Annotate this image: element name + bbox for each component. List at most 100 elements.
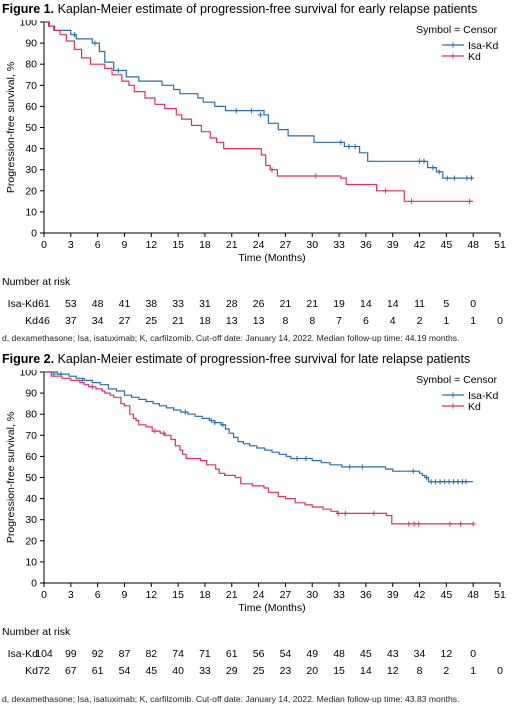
fig1-risk-isa-kd-cell-2: 48 bbox=[92, 298, 104, 310]
fig1-risk-kd-cell-17: 0 bbox=[497, 315, 503, 327]
fig1-risk-isa-kd-cell-5: 33 bbox=[172, 298, 184, 310]
fig2-x-tick-label-12: 12 bbox=[145, 589, 157, 601]
fig2-x-tick-label-9: 9 bbox=[122, 589, 128, 601]
fig2-x-tick-label-15: 15 bbox=[172, 589, 184, 601]
fig1-isa-kd-censor-mark-4 bbox=[248, 108, 255, 114]
fig2-risk-isa-kd-cell-5: 74 bbox=[172, 648, 184, 660]
fig2-x-tick-label-0: 0 bbox=[41, 589, 47, 601]
fig1-risk-row-label-isa-kd: Isa-Kd bbox=[8, 298, 39, 310]
fig1-x-tick-label-39: 39 bbox=[387, 239, 399, 251]
fig1-x-tick-label-42: 42 bbox=[414, 239, 426, 251]
fig2-risk-kd-cell-4: 45 bbox=[145, 665, 157, 677]
fig1-risk-isa-kd-cell-1: 53 bbox=[65, 298, 77, 310]
fig1-y-tick-label-60: 60 bbox=[25, 101, 37, 113]
fig2-x-tick-label-6: 6 bbox=[95, 589, 101, 601]
fig1-risk-isa-kd-cell-13: 14 bbox=[387, 298, 399, 310]
fig2-kd-censor-mark-6 bbox=[406, 521, 412, 527]
fig2-isa-kd-censor-mark-8 bbox=[303, 455, 309, 462]
fig1-x-tick-label-30: 30 bbox=[306, 239, 318, 251]
fig1-isa-kd-censor-mark-1 bbox=[92, 40, 98, 46]
fig2-isa-kd-censor-mark-3 bbox=[182, 409, 188, 415]
fig2-isa-kd-censor-mark-21 bbox=[463, 479, 469, 485]
fig2-kd-censor-mark-3 bbox=[335, 510, 341, 516]
figure-2-footnote: d, dexamethasone; Isa, isatuximab; K, ca… bbox=[2, 694, 460, 704]
fig2-y-tick-label-30: 30 bbox=[25, 514, 37, 526]
fig1-risk-isa-kd-cell-7: 28 bbox=[226, 298, 238, 310]
fig2-kd-censor-mark-7 bbox=[411, 521, 417, 527]
fig2-legend-title: Symbol = Censor bbox=[416, 374, 497, 386]
fig1-isa-kd-censor-mark-12 bbox=[436, 169, 442, 175]
fig2-y-tick-label-20: 20 bbox=[25, 535, 37, 547]
fig2-kd-censor-mark-2 bbox=[161, 430, 167, 436]
fig2-kd-censor-mark-9 bbox=[447, 521, 453, 527]
fig2-isa-kd-censor-mark-13 bbox=[428, 479, 434, 485]
fig1-isa-kd-censor-mark-11 bbox=[430, 164, 436, 171]
fig2-y-tick-label-40: 40 bbox=[25, 493, 37, 505]
fig2-risk-kd-cell-5: 40 bbox=[172, 665, 184, 677]
fig2-risk-kd-cell-14: 8 bbox=[417, 665, 423, 677]
fig1-risk-isa-kd-cell-8: 26 bbox=[253, 298, 265, 310]
fig1-y-tick-label-50: 50 bbox=[25, 122, 37, 134]
fig1-x-tick-label-48: 48 bbox=[467, 239, 479, 251]
fig2-risk-isa-kd-cell-15: 12 bbox=[441, 648, 453, 660]
fig1-y-tick-label-10: 10 bbox=[25, 206, 37, 218]
fig1-y-tick-label-80: 80 bbox=[25, 59, 37, 71]
fig1-risk-kd-cell-0: 46 bbox=[38, 315, 50, 327]
fig1-y-tick-label-90: 90 bbox=[25, 38, 37, 50]
fig1-risk-kd-cell-14: 2 bbox=[417, 315, 423, 327]
fig2-x-tick-label-42: 42 bbox=[414, 589, 426, 601]
fig2-risk-kd-cell-6: 33 bbox=[199, 665, 211, 677]
fig2-kd-censor-mark-8 bbox=[416, 521, 422, 527]
fig1-isa-kd-censor-mark-14 bbox=[451, 175, 457, 181]
fig2-risk-isa-kd-cell-2: 92 bbox=[92, 648, 104, 660]
fig2-risk-kd-cell-11: 15 bbox=[333, 665, 345, 677]
fig1-y-tick-label-20: 20 bbox=[25, 185, 37, 197]
fig2-risk-kd-cell-2: 61 bbox=[92, 665, 104, 677]
fig2-legend-label-kd: Kd bbox=[468, 401, 481, 413]
fig1-legend-label-isa-kd: Isa-Kd bbox=[468, 40, 499, 52]
fig2-risk-kd-cell-12: 14 bbox=[360, 665, 372, 677]
fig2-y-tick-label-10: 10 bbox=[25, 556, 37, 568]
fig2-risk-isa-kd-cell-11: 48 bbox=[333, 648, 345, 660]
fig2-risk-isa-kd-cell-10: 49 bbox=[306, 648, 318, 660]
fig1-x-tick-label-18: 18 bbox=[199, 239, 211, 251]
figure-1-title-text: Kaplan-Meier estimate of progression-fre… bbox=[57, 2, 478, 16]
fig1-risk-kd-cell-8: 13 bbox=[253, 315, 265, 327]
fig2-kd-censor-mark-5 bbox=[371, 510, 377, 516]
fig1-x-tick-label-6: 6 bbox=[95, 239, 101, 251]
fig1-isa-kd-censor-mark-3 bbox=[233, 108, 239, 114]
fig1-legend-label-kd: Kd bbox=[468, 51, 481, 63]
fig1-risk-kd-cell-5: 21 bbox=[172, 315, 184, 327]
fig2-x-tick-label-3: 3 bbox=[68, 589, 74, 601]
fig1-isa-kd-censor-mark-5 bbox=[257, 112, 263, 118]
fig2-y-tick-label-0: 0 bbox=[31, 578, 37, 590]
fig2-isa-kd-censor-mark-10 bbox=[359, 464, 365, 470]
fig1-isa-kd-censor-mark-8 bbox=[352, 143, 358, 150]
fig2-x-tick-label-45: 45 bbox=[441, 589, 453, 601]
fig1-risk-isa-kd-cell-10: 21 bbox=[306, 298, 318, 310]
fig2-isa-kd-censor-mark-5 bbox=[212, 420, 218, 426]
fig2-risk-kd-cell-17: 0 bbox=[497, 665, 503, 677]
fig1-risk-kd-cell-6: 18 bbox=[199, 315, 211, 327]
fig1-risk-isa-kd-cell-9: 21 bbox=[280, 298, 292, 310]
figure-2-title-text: Kaplan-Meier estimate of progression-fre… bbox=[57, 352, 471, 366]
fig1-risk-kd-cell-11: 7 bbox=[336, 315, 342, 327]
fig1-risk-kd-cell-10: 8 bbox=[309, 315, 315, 327]
fig2-risk-isa-kd-cell-9: 54 bbox=[280, 648, 292, 660]
fig2-risk-kd-cell-1: 67 bbox=[65, 665, 77, 677]
fig2-x-tick-label-30: 30 bbox=[306, 589, 318, 601]
fig2-x-tick-label-39: 39 bbox=[387, 589, 399, 601]
fig2-x-tick-label-21: 21 bbox=[226, 589, 238, 601]
fig2-kd-survival-line bbox=[44, 371, 474, 525]
fig1-y-tick-label-100: 100 bbox=[19, 20, 37, 29]
fig1-risk-isa-kd-cell-12: 14 bbox=[360, 298, 372, 310]
fig1-x-tick-label-9: 9 bbox=[122, 239, 128, 251]
fig2-risk-kd-cell-15: 2 bbox=[443, 665, 449, 677]
fig1-isa-kd-censor-mark-13 bbox=[444, 175, 450, 181]
fig2-risk-kd-cell-16: 1 bbox=[470, 665, 476, 677]
fig2-risk-kd-cell-9: 23 bbox=[280, 665, 292, 677]
fig2-risk-isa-kd-cell-7: 61 bbox=[226, 648, 238, 660]
fig1-risk-kd-cell-13: 4 bbox=[390, 315, 396, 327]
